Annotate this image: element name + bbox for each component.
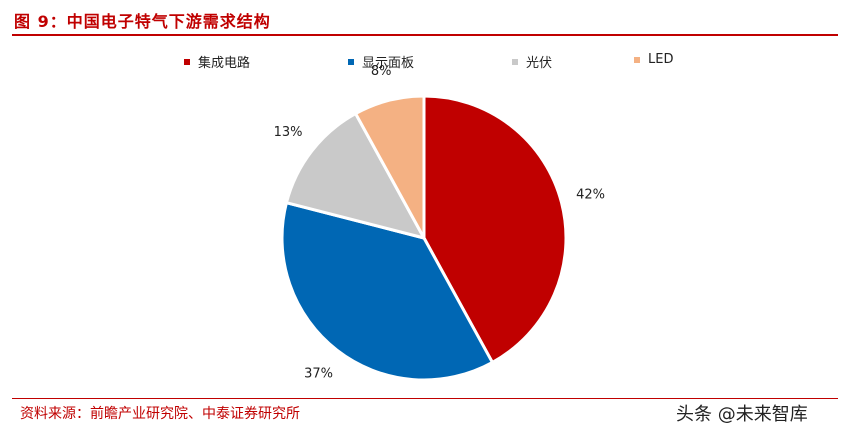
data-label-display: 37% (304, 366, 333, 381)
legend: 集成电路 显示面板 光伏 LED (0, 52, 842, 72)
pie-slice-led (354, 94, 426, 240)
source-note: 资料来源：前瞻产业研究院、中泰证券研究所 (20, 406, 300, 422)
legend-swatch-pv (512, 58, 518, 65)
footer-rule (12, 398, 838, 399)
legend-swatch-ic (184, 58, 190, 65)
legend-swatch-display (348, 58, 354, 65)
legend-label-led: LED (648, 52, 674, 67)
legend-label-ic: 集成电路 (198, 56, 251, 71)
pie-slice-display (280, 201, 494, 382)
legend-item-pv: 光伏 (512, 52, 552, 71)
chart-title: 图 9：中国电子特气下游需求结构 (14, 12, 271, 31)
legend-item-led: LED (634, 52, 673, 67)
data-label-led: 8% (371, 64, 392, 79)
watermark: 头条 @未来智库 (676, 404, 808, 425)
legend-swatch-led (634, 56, 640, 63)
legend-item-display: 显示面板 (348, 52, 414, 71)
legend-label-display: 显示面板 (362, 56, 415, 71)
pie-slice-ic (422, 94, 568, 364)
pie-slice-pv (284, 112, 426, 240)
legend-label-pv: 光伏 (526, 56, 553, 71)
data-label-pv: 13% (274, 125, 303, 140)
data-label-ic: 42% (576, 188, 605, 203)
header-rule (12, 34, 838, 36)
legend-item-ic: 集成电路 (184, 52, 250, 71)
